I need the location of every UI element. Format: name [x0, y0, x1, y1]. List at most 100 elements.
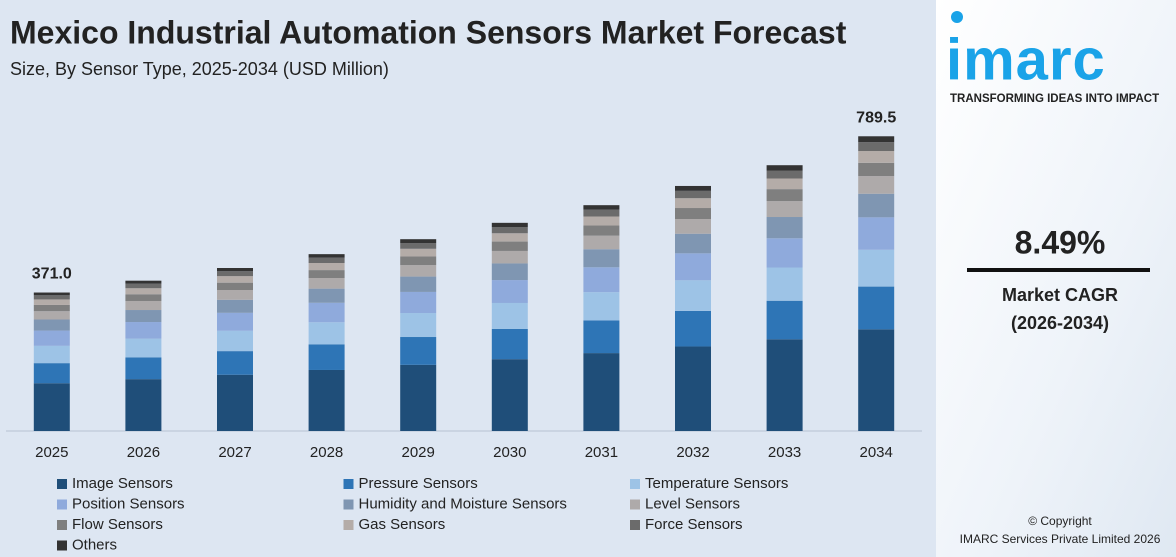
bar-segment	[858, 286, 895, 330]
bar-segment	[583, 292, 620, 321]
bar-segment	[766, 165, 803, 171]
bar-segment	[308, 262, 345, 271]
x-tick-label: 2029	[402, 444, 435, 461]
bar-segment	[125, 288, 162, 295]
bar-segment	[583, 225, 620, 236]
bar-segment	[491, 302, 528, 329]
bar-segment	[491, 263, 528, 281]
bar-segment	[675, 310, 711, 347]
bar-segment	[308, 278, 345, 289]
bar-segment	[217, 282, 253, 291]
bar-segment	[491, 227, 528, 234]
bar-segment	[491, 280, 528, 303]
bar-segment	[766, 300, 803, 340]
bar-segment	[858, 176, 895, 194]
bar-segment	[675, 253, 711, 281]
bar-segment	[308, 270, 345, 279]
bar-segment	[858, 162, 895, 177]
copyright: © Copyright	[1028, 514, 1092, 528]
bar-segment	[33, 345, 70, 364]
bar-segment	[675, 280, 711, 311]
bar-segment	[400, 243, 437, 249]
bar-segment	[33, 292, 70, 296]
bar-segment	[125, 338, 162, 358]
x-tick-label: 2027	[218, 444, 251, 461]
bar-segment	[766, 201, 803, 218]
bar-segment	[583, 320, 620, 354]
bar-segment	[675, 185, 711, 191]
legend-swatch	[630, 520, 640, 530]
bar-segment	[491, 222, 528, 228]
bar-segment	[308, 369, 345, 431]
bar-segment	[675, 208, 711, 220]
legend-label: Position Sensors	[72, 495, 185, 512]
legend-label: Image Sensors	[72, 475, 173, 492]
bar-segment	[400, 276, 437, 292]
legend-label: Temperature Sensors	[645, 475, 788, 492]
legend-swatch	[57, 479, 67, 489]
legend-label: Pressure Sensors	[359, 475, 478, 492]
total-label: 789.5	[856, 110, 896, 127]
bar-segment	[858, 329, 895, 431]
bar-segment	[400, 337, 437, 365]
bar-segment	[125, 357, 162, 380]
bar-segment	[217, 290, 253, 300]
bar-segment	[308, 322, 345, 345]
bar-segment	[858, 193, 895, 218]
tagline: TRANSFORMING IDEAS INTO IMPACT	[950, 93, 1159, 105]
bar-segment	[400, 313, 437, 338]
cagr-value: 8.49%	[1015, 224, 1106, 260]
bar-segment	[491, 328, 528, 360]
bar-segment	[583, 267, 620, 293]
bar-segment	[583, 353, 620, 431]
legend-label: Force Sensors	[645, 516, 743, 533]
bar-segment	[33, 304, 70, 312]
total-label: 371.0	[32, 266, 72, 283]
bar-segment	[217, 374, 253, 431]
bar-segment	[308, 257, 345, 263]
bar-segment	[217, 312, 253, 331]
bar-segment	[675, 190, 711, 199]
bar-segment	[766, 238, 803, 268]
bar-segment	[400, 248, 437, 257]
bar-segment	[308, 288, 345, 303]
cagr-label: Market CAGR	[1002, 285, 1118, 305]
bar-segment	[33, 295, 70, 300]
bar-segment	[583, 249, 620, 268]
bar-segment	[125, 280, 162, 284]
bar-segment	[491, 233, 528, 242]
bar-segment	[125, 310, 162, 323]
chart-title: Mexico Industrial Automation Sensors Mar…	[10, 14, 847, 50]
bar-segment	[308, 254, 345, 258]
bar-segment	[766, 178, 803, 190]
bar-segment	[675, 198, 711, 209]
bar-segment	[308, 344, 345, 370]
bar-segment	[583, 209, 620, 217]
legend-swatch	[630, 479, 640, 489]
bar-segment	[858, 217, 895, 250]
bar-segment	[217, 267, 253, 272]
bar-segment	[858, 151, 895, 163]
logo-dot	[951, 11, 963, 23]
bar-segment	[858, 142, 895, 152]
x-tick-label: 2030	[493, 444, 526, 461]
bar-segment	[491, 250, 528, 264]
x-tick-label: 2025	[35, 444, 68, 461]
legend-swatch	[630, 499, 640, 510]
bar-segment	[125, 283, 162, 289]
legend-swatch	[57, 499, 67, 510]
bar-segment	[583, 205, 620, 210]
bar-segment	[766, 339, 803, 431]
legend-swatch	[343, 479, 354, 489]
bar-segment	[125, 322, 162, 339]
bar-segment	[217, 271, 253, 277]
x-tick-label: 2032	[676, 444, 709, 461]
legend-label: Others	[72, 536, 117, 553]
legend-label: Gas Sensors	[359, 516, 446, 533]
bar-segment	[400, 265, 437, 277]
bar-segment	[125, 294, 162, 301]
bar-segment	[33, 311, 70, 320]
legend-swatch	[343, 499, 354, 510]
company: IMARC Services Private Limited 2026	[960, 532, 1161, 546]
